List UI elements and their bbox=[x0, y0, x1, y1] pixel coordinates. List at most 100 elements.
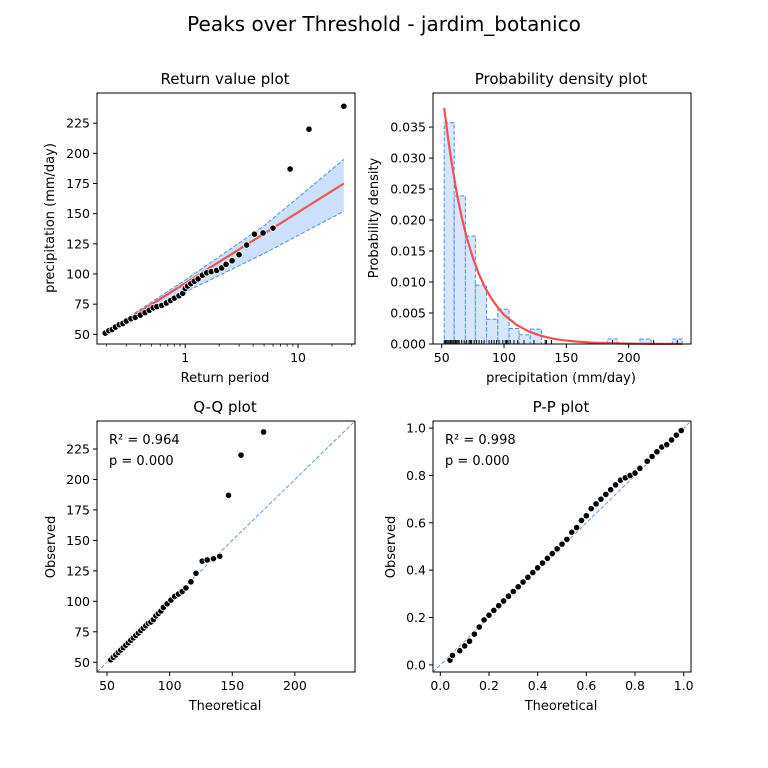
qq-point bbox=[187, 578, 195, 586]
pp-point bbox=[672, 431, 680, 439]
density-fit-curve bbox=[443, 107, 683, 346]
pp-plot: P-P plot Theoretical Observed R² = 0.998… bbox=[384, 398, 694, 714]
return-value-frame bbox=[96, 92, 356, 345]
return-value-ytick-label: 225 bbox=[66, 116, 90, 131]
density-xtick-label: 100 bbox=[492, 350, 516, 365]
pp-point bbox=[663, 441, 671, 449]
pp-point bbox=[480, 616, 488, 624]
pp-point bbox=[677, 426, 685, 435]
pp-plot-ylabel: Observed bbox=[384, 516, 399, 579]
return-value-point bbox=[305, 125, 313, 133]
return-value-point bbox=[259, 229, 267, 237]
density-ytick-label: 0.005 bbox=[390, 306, 426, 321]
return-value-ytick-label: 75 bbox=[74, 297, 90, 312]
probability-density-plot-xlabel: precipitation (mm/day) bbox=[486, 371, 636, 386]
pp-plot-xlabel: Theoretical bbox=[524, 699, 598, 714]
density-bar bbox=[474, 284, 488, 345]
qq-plot-title: Q-Q plot bbox=[193, 398, 257, 416]
pp-point bbox=[648, 452, 656, 461]
pp-point bbox=[587, 505, 595, 513]
pp-point bbox=[490, 606, 498, 615]
return-value-band-lower bbox=[103, 210, 345, 336]
pp-point bbox=[456, 647, 464, 655]
pp-point bbox=[519, 578, 527, 586]
qq-point bbox=[209, 555, 218, 563]
probability-density-plot-ylabel: Probability density bbox=[367, 157, 382, 278]
pp-point bbox=[485, 611, 493, 619]
density-xtick-label: 150 bbox=[554, 350, 578, 365]
density-ytick-label: 0.015 bbox=[390, 244, 426, 259]
pp-ytick-label: 0.0 bbox=[406, 657, 426, 672]
qq-point bbox=[216, 552, 224, 560]
return-value-point bbox=[235, 251, 243, 259]
return-value-point bbox=[222, 260, 230, 268]
return-value-plot-title: Return value plot bbox=[160, 70, 289, 88]
pp-point bbox=[461, 642, 469, 650]
qq-ytick-label: 100 bbox=[66, 594, 90, 609]
qq-point bbox=[182, 584, 190, 592]
return-value-xtick-label: 1 bbox=[181, 350, 189, 365]
pp-xtick-label: 0.8 bbox=[625, 678, 645, 693]
density-ytick-label: 0.035 bbox=[390, 120, 426, 135]
pp-point bbox=[597, 495, 605, 503]
pp-point bbox=[475, 623, 483, 631]
pp-point bbox=[529, 568, 537, 577]
pp-point bbox=[582, 512, 590, 520]
pp-point bbox=[504, 592, 513, 600]
pp-plot-r2: R² = 0.998 bbox=[445, 433, 516, 448]
return-value-point bbox=[286, 165, 294, 173]
pp-plot-p: p = 0.000 bbox=[445, 454, 510, 469]
return-value-plot: Return value plot Return period precipit… bbox=[43, 70, 356, 386]
qq-plot-xlabel: Theoretical bbox=[188, 699, 262, 714]
qq-plot-r2: R² = 0.964 bbox=[109, 433, 180, 448]
pp-frame bbox=[432, 420, 692, 673]
return-value-ytick-label: 175 bbox=[66, 176, 90, 191]
qq-xtick-label: 50 bbox=[99, 678, 115, 693]
pp-point bbox=[631, 469, 639, 477]
density-bar bbox=[518, 334, 531, 345]
qq-point bbox=[203, 556, 211, 564]
qq-frame bbox=[96, 420, 356, 673]
qq-xtick-label: 150 bbox=[220, 678, 244, 693]
pp-point bbox=[548, 550, 556, 558]
qq-ytick-label: 75 bbox=[74, 624, 90, 639]
pp-point bbox=[465, 637, 474, 645]
pp-xtick-label: 1.0 bbox=[674, 678, 694, 693]
pp-point bbox=[602, 490, 610, 499]
return-value-ytick-label: 125 bbox=[66, 236, 90, 251]
density-bar bbox=[453, 195, 466, 345]
qq-point bbox=[259, 428, 268, 436]
qq-plot-ylabel: Observed bbox=[44, 516, 59, 579]
density-ytick-label: 0.010 bbox=[390, 275, 426, 290]
return-value-point bbox=[340, 102, 348, 110]
pp-point bbox=[499, 597, 508, 605]
pp-point bbox=[509, 587, 517, 596]
qq-plot: Q-Q plot Theoretical Observed R² = 0.964… bbox=[44, 398, 356, 714]
qq-point bbox=[192, 569, 200, 577]
pp-point bbox=[607, 486, 615, 494]
density-ytick-label: 0.025 bbox=[390, 182, 426, 197]
pp-xtick-label: 0.4 bbox=[528, 678, 548, 693]
qq-ytick-label: 50 bbox=[74, 655, 90, 670]
qq-ytick-label: 225 bbox=[66, 442, 90, 457]
pp-xtick-label: 0.6 bbox=[576, 678, 596, 693]
density-ytick-label: 0.030 bbox=[390, 151, 426, 166]
qq-ytick-label: 125 bbox=[66, 563, 90, 578]
density-xtick-label: 50 bbox=[434, 350, 450, 365]
pp-ytick-label: 0.4 bbox=[406, 563, 426, 578]
return-value-point bbox=[269, 224, 277, 232]
pp-point bbox=[514, 583, 522, 591]
return-value-point bbox=[250, 230, 258, 238]
pp-point bbox=[495, 602, 503, 610]
density-xtick-label: 200 bbox=[617, 350, 641, 365]
pp-point bbox=[538, 559, 547, 567]
pp-point bbox=[534, 564, 542, 572]
pp-point bbox=[553, 545, 561, 553]
figure-title: Peaks over Threshold - jardim_botanico bbox=[187, 12, 581, 36]
return-value-fit-line bbox=[103, 182, 345, 336]
return-value-plot-ylabel: precipitation (mm/day) bbox=[43, 143, 58, 293]
density-ytick-label: 0.020 bbox=[390, 213, 426, 228]
pp-point bbox=[543, 554, 551, 562]
pp-point bbox=[573, 523, 581, 532]
